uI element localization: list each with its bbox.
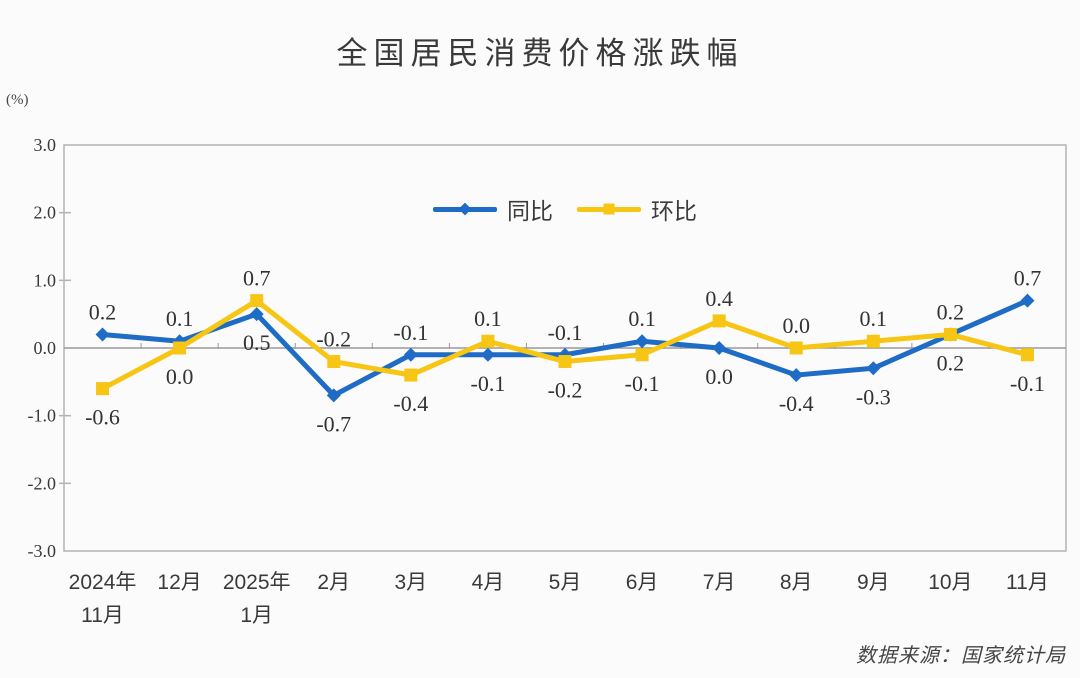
y-axis-tick-label: 3.0 xyxy=(34,135,57,155)
data-point-yoy xyxy=(789,368,804,383)
data-point-yoy xyxy=(712,341,727,355)
y-axis-tick-label: 0.0 xyxy=(34,338,57,358)
x-axis-labels: 2024年 11月 12月 2025年 1月 2月 3月 4月 5月 6月 7月 8月 9月 10月 11月 xyxy=(69,571,1049,627)
data-label-yoy: -0.1 xyxy=(393,320,428,345)
data-label-yoy: -0.3 xyxy=(856,384,891,409)
x-axis-label: 4月 xyxy=(472,571,505,594)
data-point-mom xyxy=(789,341,803,355)
data-point-yoy xyxy=(249,307,264,322)
data-label-mom: 0.1 xyxy=(860,306,888,331)
x-axis-label: 5月 xyxy=(549,571,582,594)
data-label-mom: -0.6 xyxy=(85,405,120,430)
data-point-mom xyxy=(173,341,187,355)
data-label-yoy: 0.2 xyxy=(937,350,965,375)
data-label-mom: -0.1 xyxy=(625,371,660,396)
x-axis-label: 10月 xyxy=(928,571,972,594)
data-label-mom: 0.7 xyxy=(243,266,271,291)
data-point-yoy xyxy=(95,327,110,342)
legend-label-mom: 环比 xyxy=(651,198,697,224)
legend-item-mom: 环比 xyxy=(577,192,697,226)
data-point-mom xyxy=(327,355,341,369)
data-label-yoy: 0.2 xyxy=(89,299,117,324)
data-point-yoy xyxy=(635,334,650,349)
data-label-yoy: 0.1 xyxy=(628,306,656,331)
x-axis-label: 9月 xyxy=(857,571,890,594)
legend-label-yoy: 同比 xyxy=(507,198,553,224)
data-point-mom xyxy=(1020,348,1034,362)
x-axis-label: 2024年 11月 xyxy=(69,571,137,627)
x-axis-label: 7月 xyxy=(703,571,736,594)
y-axis-unit-label: (%) xyxy=(6,92,29,108)
y-axis-tick-label: 2.0 xyxy=(34,203,57,223)
data-label-mom: 0.0 xyxy=(166,364,194,389)
square-marker-icon xyxy=(603,203,615,215)
y-axis-tick-label: 1.0 xyxy=(34,270,57,290)
legend-item-yoy: 同比 xyxy=(433,192,553,226)
data-point-mom xyxy=(635,348,649,362)
data-label-yoy: -0.1 xyxy=(471,371,506,396)
data-point-mom xyxy=(96,382,110,396)
data-label-yoy: 0.0 xyxy=(705,364,733,389)
data-label-mom: -0.2 xyxy=(316,327,351,352)
data-labels: 0.2 -0.6 0.1 0.0 0.7 0.5 -0.2 -0.7 -0.1 -0.4 0.1 -0… xyxy=(85,266,1045,437)
data-point-yoy xyxy=(866,361,881,376)
data-point-mom xyxy=(712,314,726,328)
data-label-yoy: -0.1 xyxy=(548,320,583,345)
yoy-line-swatch xyxy=(433,202,497,216)
y-axis-tick-label: -1.0 xyxy=(28,406,57,426)
data-point-mom xyxy=(404,368,418,382)
chart-legend: 同比 环比 xyxy=(64,192,1066,226)
data-point-mom xyxy=(943,327,957,341)
y-axis: 3.0 2.0 1.0 0.0 -1.0 -2.0 -3.0 xyxy=(28,135,71,561)
x-axis-label: 11月 xyxy=(1006,571,1049,594)
series-markers-mom xyxy=(96,294,1034,396)
data-point-mom xyxy=(866,334,880,348)
y-axis-tick-label: -2.0 xyxy=(28,473,57,493)
x-axis-label: 6月 xyxy=(626,571,659,594)
x-axis-label: 3月 xyxy=(395,571,428,594)
data-label-yoy: 0.5 xyxy=(243,330,271,355)
data-source-note: 数据来源：国家统计局 xyxy=(856,645,1066,667)
chart-title: 全国居民消费价格涨跌幅 xyxy=(336,36,744,71)
y-axis-tick-label: -3.0 xyxy=(28,541,57,561)
data-label-mom: -0.1 xyxy=(1010,371,1045,396)
data-point-yoy xyxy=(1020,293,1035,308)
data-label-yoy: -0.7 xyxy=(316,411,351,436)
mom-line-swatch xyxy=(577,203,641,215)
data-point-yoy xyxy=(480,347,495,362)
data-point-yoy xyxy=(326,388,341,403)
x-axis-label: 8月 xyxy=(780,571,813,594)
data-label-mom: 0.0 xyxy=(782,313,810,338)
data-point-mom xyxy=(558,355,572,369)
data-label-yoy: -0.4 xyxy=(779,391,814,416)
data-label-mom: -0.2 xyxy=(548,378,583,403)
data-label-yoy: 0.7 xyxy=(1014,266,1042,291)
data-point-mom xyxy=(250,294,264,308)
x-axis-label: 2025年 1月 xyxy=(223,571,291,627)
data-label-yoy: 0.1 xyxy=(166,306,194,331)
data-label-mom: 0.4 xyxy=(705,286,733,311)
x-axis-label: 12月 xyxy=(157,571,201,594)
data-label-mom: 0.2 xyxy=(937,299,965,324)
x-axis-label: 2月 xyxy=(317,571,350,594)
data-label-mom: -0.4 xyxy=(393,391,428,416)
data-point-mom xyxy=(481,334,495,348)
data-point-yoy xyxy=(403,347,418,362)
data-label-mom: 0.1 xyxy=(474,306,502,331)
